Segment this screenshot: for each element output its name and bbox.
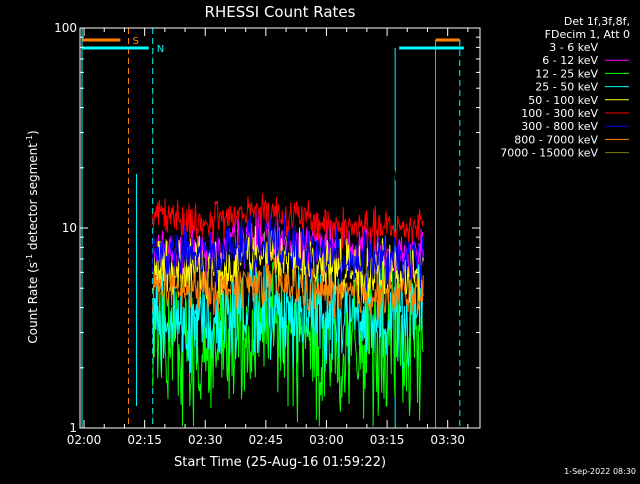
night-marker-label: N — [157, 44, 164, 55]
legend-label: 12 - 25 keV — [535, 67, 598, 80]
chart-title: RHESSI Count Rates — [205, 3, 356, 21]
series-line — [152, 213, 424, 291]
legend-label: 800 - 7000 keV — [514, 133, 598, 146]
legend-label: 6 - 12 keV — [542, 54, 598, 67]
series-lines — [152, 150, 424, 427]
y-tick-label: 100 — [54, 21, 77, 35]
x-tick-label: 03:15 — [370, 433, 405, 447]
y-tick-label: 1 — [69, 421, 77, 435]
x-tick-label: 02:15 — [127, 433, 162, 447]
x-tick-label: 02:30 — [188, 433, 223, 447]
y-tick-label: 10 — [62, 221, 77, 235]
legend-label: 25 - 50 keV — [535, 81, 598, 94]
legend-header: FDecim 1, Att 0 — [545, 28, 630, 41]
legend-label: 50 - 100 keV — [528, 94, 598, 107]
series-line — [152, 250, 424, 427]
legend-label: 3 - 6 keV — [549, 41, 598, 54]
series-line — [152, 257, 424, 320]
legend-label: 7000 - 15000 keV — [500, 147, 598, 160]
legend-label: 300 - 800 keV — [521, 120, 598, 133]
x-tick-label: 02:45 — [249, 433, 284, 447]
x-tick-label: 03:00 — [309, 433, 344, 447]
series-line — [152, 150, 424, 185]
saa-marker-label: S — [133, 36, 139, 47]
axes: 02:00 02:15 02:30 02:45 03:00 03:15 03:30 1 10 10… — [54, 21, 481, 447]
legend-label: 100 - 300 keV — [521, 107, 598, 120]
legend-header: Det 1f,3f,8f, — [564, 15, 630, 28]
y-axis-label: Count Rate (s-1 detector segment-1) — [25, 130, 40, 343]
timestamp: 1-Sep-2022 08:30 — [564, 467, 636, 476]
x-axis-label: Start Time (25-Aug-16 01:59:22) — [174, 455, 386, 470]
x-tick-label: 02:00 — [67, 433, 102, 447]
x-tick-label: 03:30 — [430, 433, 465, 447]
